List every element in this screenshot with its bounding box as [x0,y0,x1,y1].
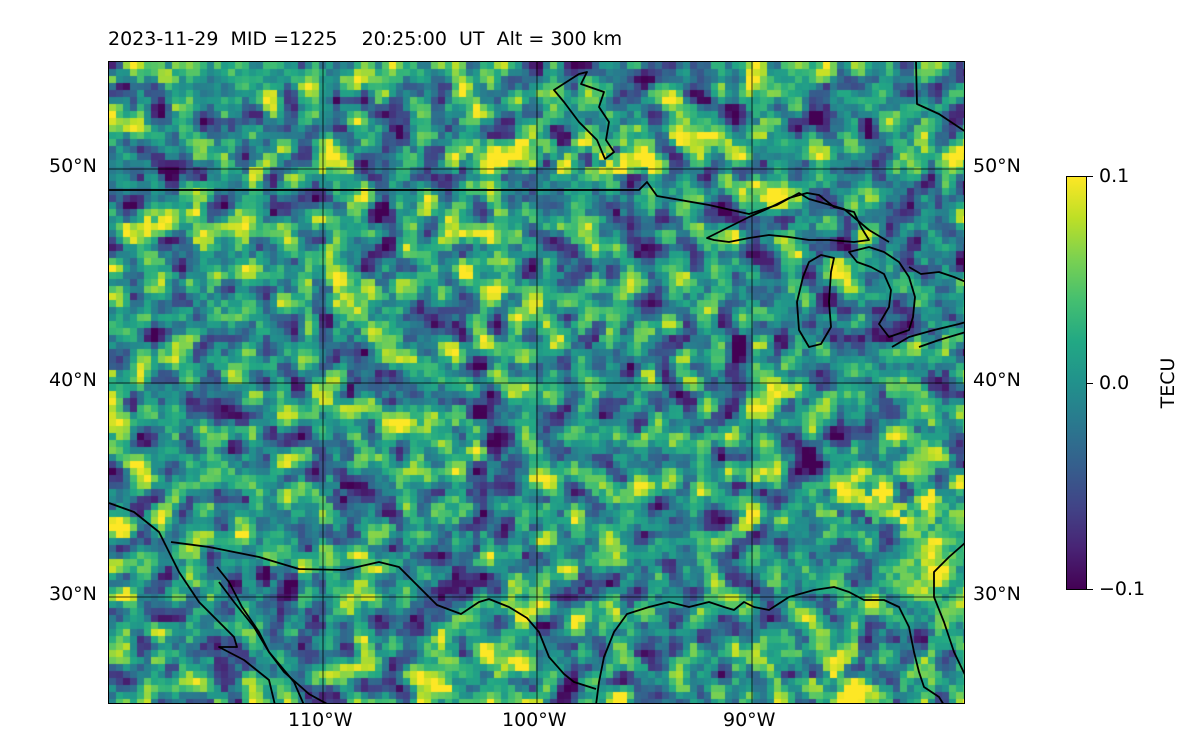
map-panel[interactable] [108,61,965,704]
lat-label-left-40: 40°N [49,369,97,391]
lat-label-right-30: 30°N [973,583,1021,605]
us-mexico-border [170,541,597,690]
lake-ontario [918,331,964,348]
mexico-west-coast [218,581,328,703]
map-title: 2023-11-29 MID =1225 20:25:00 UT Alt = 3… [108,28,623,50]
lon-label-100w: 100°W [502,709,567,731]
us-canada-border [109,181,890,243]
great-lakes-east [908,266,964,283]
colorbar-label-max: 0.1 [1099,165,1130,187]
lon-label-110w: 110°W [288,709,353,731]
lake-michigan [796,254,835,348]
lat-label-left-50: 50°N [49,155,97,177]
colorbar-tick-max [1087,176,1093,177]
colorbar-tick-zero [1087,383,1093,384]
colorbar [1066,176,1087,590]
lat-label-right-40: 40°N [973,369,1021,391]
lon-label-90w: 90°W [723,709,776,731]
colorbar-title: TECU [1157,357,1179,409]
colorbar-tick-min [1087,589,1093,590]
james-bay-coast [553,71,615,160]
lake-erie [891,321,964,348]
lat-label-right-50: 50°N [973,155,1021,177]
baja-coast [109,502,276,703]
colorbar-label-min: −0.1 [1099,578,1146,600]
graticule [109,62,964,703]
gulf-coast [595,586,944,703]
lake-huron [848,246,916,338]
colorbar-label-zero: 0.0 [1099,372,1130,394]
lat-label-left-30: 30°N [49,583,97,605]
map-overlay [109,62,964,703]
baja-gulf-coast [216,566,305,703]
lake-superior [706,192,870,243]
hudson-bay-coast [915,62,964,132]
florida-atlantic-coast [933,542,964,675]
coastlines [109,62,964,703]
